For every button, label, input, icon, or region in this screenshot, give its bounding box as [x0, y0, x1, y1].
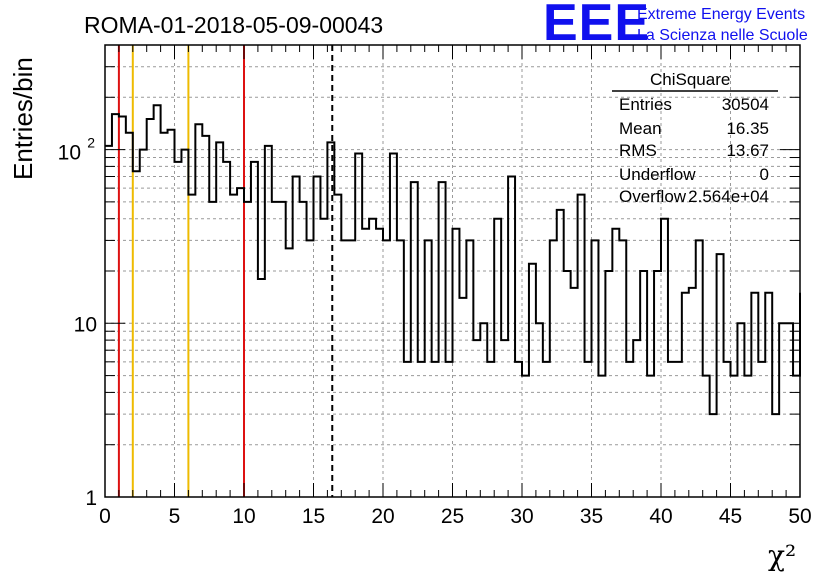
eee-logo: EEE: [543, 0, 650, 52]
histogram-line: [105, 104, 801, 416]
stats-value-overflow: 2.564e+04: [688, 187, 769, 206]
stats-box: ChiSquare Entries 30504 Mean 16.35 RMS 1…: [612, 70, 778, 206]
reference-lines: [117, 45, 334, 497]
y-tick-exponent: 2: [87, 135, 95, 151]
x-tick-label: 45: [719, 505, 742, 528]
logo-line-1: Extreme Energy Events: [637, 6, 805, 23]
stats-label-rms: RMS: [619, 141, 657, 160]
y-tick-label: 10: [58, 142, 81, 165]
run-title: ROMA-01-2018-05-09-00043: [84, 12, 383, 38]
stats-label-overflow: Overflow: [619, 187, 687, 206]
stats-label-mean: Mean: [619, 119, 662, 138]
x-tick-label: 40: [649, 505, 672, 528]
y-tick-label: 10: [74, 313, 97, 336]
x-tick-label: 5: [169, 505, 181, 528]
x-tick-label: 20: [371, 505, 394, 528]
stats-value-underflow: 0: [760, 165, 769, 184]
stats-value-entries: 30504: [722, 95, 769, 114]
x-tick-label: 0: [99, 505, 111, 528]
x-tick-label: 10: [232, 505, 255, 528]
stats-title: ChiSquare: [650, 70, 730, 89]
x-axis-label: χ²: [768, 539, 796, 572]
stats-label-entries: Entries: [619, 95, 672, 114]
logo-line-2: La Scienza nelle Scuole: [637, 27, 808, 44]
stats-label-underflow: Underflow: [619, 165, 696, 184]
x-tick-label: 50: [788, 505, 811, 528]
x-tick-label: 15: [302, 505, 325, 528]
stats-value-rms: 13.67: [726, 141, 769, 160]
y-tick-label: 1: [85, 487, 97, 510]
x-tick-label: 30: [510, 505, 533, 528]
y-axis-label: Entries/bin: [8, 57, 38, 180]
stats-value-mean: 16.35: [726, 119, 769, 138]
grid-lines: [105, 45, 800, 497]
axis-ticks: 0 5 10 15 20 25 30 35 40 45 50 1 10 10 2: [58, 44, 812, 528]
x-tick-label: 35: [580, 505, 603, 528]
x-tick-label: 25: [441, 505, 464, 528]
